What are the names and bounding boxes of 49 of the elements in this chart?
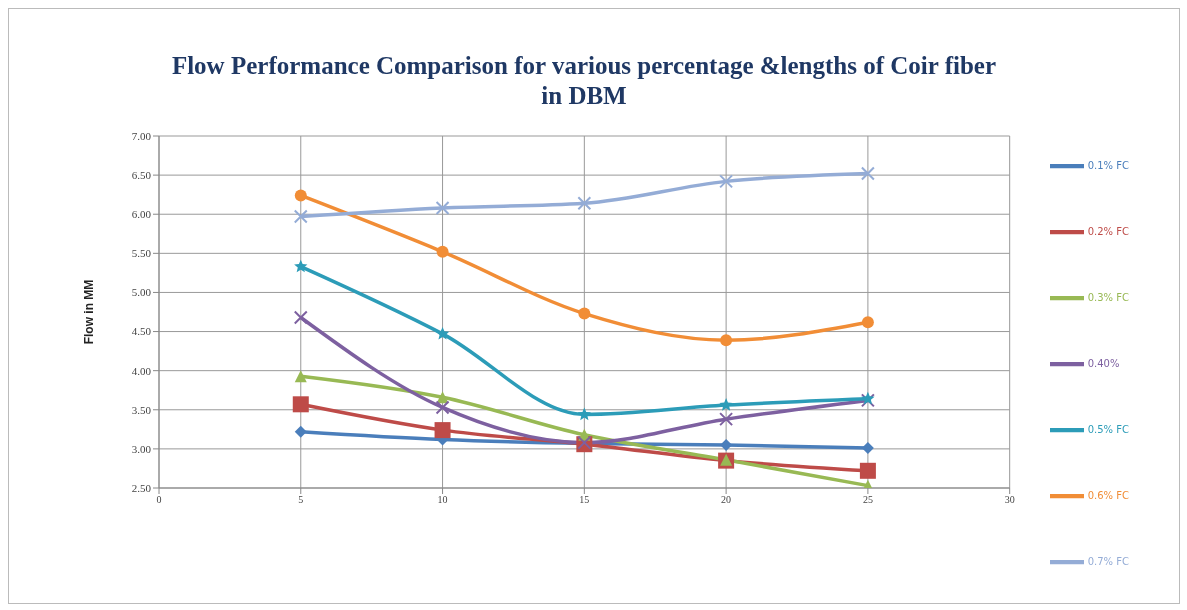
point bbox=[294, 425, 307, 438]
legend-label: 0.6% FC bbox=[1087, 490, 1129, 501]
point bbox=[859, 462, 876, 479]
point bbox=[578, 307, 591, 320]
y-tick-label: 6.00 bbox=[131, 208, 152, 221]
y-tick-label: 4.00 bbox=[131, 364, 152, 377]
point bbox=[435, 326, 450, 340]
legend-label: 0.7% FC bbox=[1087, 556, 1129, 567]
y-tick-label: 2.50 bbox=[131, 481, 152, 494]
x-tick-label: 15 bbox=[579, 494, 590, 506]
point bbox=[294, 189, 307, 202]
chart-title: Flow Performance Comparison for various percentage &lengths of Coir fiber in DBM bbox=[170, 51, 998, 111]
x-tick-label: 20 bbox=[721, 494, 732, 506]
x-tick-label: 0 bbox=[156, 494, 162, 506]
point bbox=[436, 245, 449, 258]
point bbox=[719, 398, 733, 411]
x-tick-label: 30 bbox=[1004, 494, 1015, 506]
point bbox=[719, 174, 734, 189]
point bbox=[293, 310, 308, 325]
y-tick-label: 5.50 bbox=[131, 247, 152, 260]
point bbox=[294, 370, 307, 383]
y-axis-title: Flow in MM bbox=[82, 279, 97, 345]
x-tick-label: 5 bbox=[298, 494, 304, 506]
point bbox=[434, 422, 451, 439]
legend-label: 0.5% FC bbox=[1087, 424, 1129, 435]
y-tick-label: 5.00 bbox=[131, 286, 152, 299]
point bbox=[435, 400, 450, 415]
x-tick-label: 25 bbox=[862, 494, 873, 506]
point bbox=[577, 407, 591, 421]
x-tick-label: 10 bbox=[437, 494, 448, 506]
y-tick-label: 6.50 bbox=[131, 169, 152, 182]
legend-label: 0.3% FC bbox=[1087, 292, 1129, 303]
legend-label: 0.2% FC bbox=[1087, 226, 1129, 237]
point bbox=[435, 200, 450, 215]
legend-label: 0.40% bbox=[1087, 358, 1120, 369]
y-tick-label: 3.50 bbox=[131, 403, 152, 416]
point bbox=[436, 391, 449, 404]
point bbox=[292, 396, 309, 413]
point bbox=[719, 412, 734, 427]
point bbox=[293, 209, 308, 224]
point bbox=[860, 166, 875, 181]
point bbox=[861, 316, 874, 329]
y-tick-label: 4.50 bbox=[131, 325, 152, 338]
point bbox=[577, 196, 592, 211]
legend-label: 0.1% FC bbox=[1087, 160, 1129, 171]
y-tick-label: 3.00 bbox=[131, 442, 152, 455]
point bbox=[294, 259, 308, 273]
y-tick-label: 7.00 bbox=[131, 129, 152, 142]
point bbox=[720, 334, 733, 347]
